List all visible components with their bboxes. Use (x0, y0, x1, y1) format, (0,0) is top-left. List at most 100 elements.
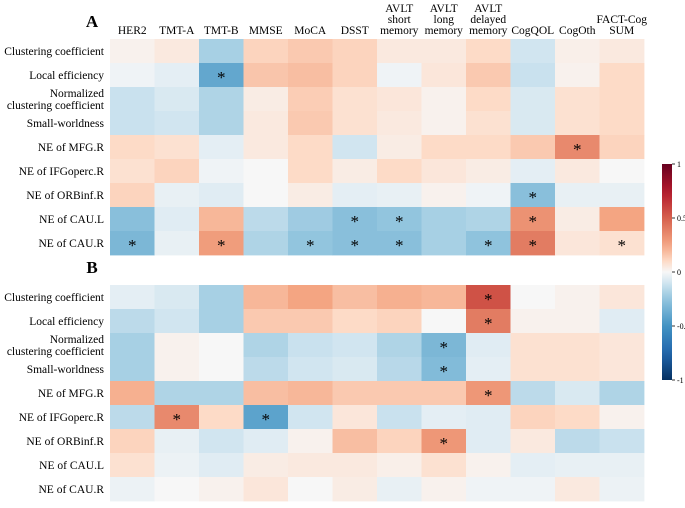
heatmap-cell (466, 207, 511, 232)
row-label: NE of ORBinf.R (26, 190, 104, 202)
heatmap-cell (377, 357, 422, 382)
heatmap-cell (599, 87, 645, 112)
heatmap-cell (466, 477, 511, 502)
heatmap-cell (599, 39, 645, 64)
significance-star: * (529, 212, 538, 231)
heatmap-cell (243, 231, 289, 256)
heatmap-cell (110, 207, 155, 232)
heatmap-cell (421, 357, 467, 382)
heatmap-cell (510, 159, 556, 184)
heatmap-cell (599, 453, 645, 478)
significance-star: * (262, 410, 271, 429)
heatmap-cell (555, 39, 600, 64)
heatmap-cell (599, 183, 645, 208)
heatmap-cell (199, 405, 244, 430)
heatmap-cell (199, 63, 244, 88)
heatmap-cell (421, 309, 467, 334)
heatmap-cell (377, 135, 422, 160)
heatmap-cell (421, 87, 467, 112)
heatmap-cell (110, 285, 155, 310)
heatmap-cell (243, 309, 289, 334)
row-label: Clustering coefficient (4, 46, 105, 58)
heatmap-cell (199, 309, 244, 334)
significance-star: * (573, 140, 582, 159)
heatmap-cell (154, 381, 200, 406)
heatmap-cell (466, 357, 511, 382)
row-label: Normalized clustering coefficient (7, 334, 105, 358)
heatmap-cell (510, 477, 556, 502)
heatmap-cell (599, 63, 645, 88)
row-label: NE of MFG.R (38, 142, 104, 154)
column-header: MMSE (249, 25, 283, 37)
heatmap-cell (377, 39, 422, 64)
heatmap-cell (110, 183, 155, 208)
heatmap-cell (288, 183, 333, 208)
heatmap-cell (466, 333, 511, 358)
heatmap-cell (510, 381, 556, 406)
heatmap-cell (288, 285, 333, 310)
heatmap-cell (110, 87, 155, 112)
heatmap-cell (377, 477, 422, 502)
significance-star: * (217, 236, 226, 255)
heatmap-cell (288, 357, 333, 382)
heatmap-cell (555, 309, 600, 334)
heatmap-cell (110, 477, 155, 502)
row-label: NE of CAU.R (39, 238, 105, 250)
heatmap-cell (599, 231, 645, 256)
heatmap-cell (332, 159, 378, 184)
heatmap-cell (510, 87, 556, 112)
heatmap-cell (510, 405, 556, 430)
heatmap-cell (466, 453, 511, 478)
heatmap-cell (555, 207, 600, 232)
heatmap-cell (110, 63, 155, 88)
heatmap-cell (377, 453, 422, 478)
heatmap-cell (154, 477, 200, 502)
heatmap-cell (199, 285, 244, 310)
heatmap-cell (332, 453, 378, 478)
heatmap-cell (599, 159, 645, 184)
heatmap-cell (555, 333, 600, 358)
heatmap-cell (243, 453, 289, 478)
heatmap-cell (154, 159, 200, 184)
heatmap-cell (154, 357, 200, 382)
row-label: Small-worldness (27, 118, 105, 130)
heatmap-cell (243, 87, 289, 112)
heatmap-cell (199, 381, 244, 406)
heatmap-cell (377, 111, 422, 136)
heatmap-cell (377, 63, 422, 88)
heatmap-cell (555, 159, 600, 184)
significance-star: * (395, 236, 404, 255)
heatmap-cell (243, 405, 289, 430)
heatmap-cell (243, 207, 289, 232)
heatmap-cell (421, 429, 467, 454)
heatmap-cell (154, 87, 200, 112)
heatmap-cell (243, 477, 289, 502)
row-label: NE of ORBinf.R (26, 436, 104, 448)
row-label: NE of CAU.R (39, 484, 105, 496)
row-label: NE of CAU.L (39, 460, 104, 472)
heatmap-cell (421, 285, 467, 310)
heatmap-cell (154, 135, 200, 160)
row-label: Small-worldness (27, 364, 105, 376)
heatmap-cell (377, 159, 422, 184)
heatmap-cell (288, 309, 333, 334)
heatmap-cell (243, 333, 289, 358)
heatmap-cell (288, 405, 333, 430)
heatmap-cell (421, 381, 467, 406)
heatmap-cell (332, 135, 378, 160)
heatmap-cell (243, 63, 289, 88)
panel-label: B (86, 258, 97, 277)
heatmap-cell (332, 285, 378, 310)
heatmap-cell (199, 183, 244, 208)
significance-star: * (440, 362, 449, 381)
heatmap-cell (466, 159, 511, 184)
heatmap-cell (377, 381, 422, 406)
column-header: AVLT long memory (425, 3, 464, 37)
colorbar-tick-label: -1 (677, 376, 684, 385)
heatmap-cell (377, 183, 422, 208)
heatmap-cell (377, 429, 422, 454)
heatmap-cell (110, 231, 155, 256)
heatmap-cell (555, 135, 600, 160)
colorbar-tick-label: -0.5 (677, 322, 685, 331)
heatmap-cell (421, 333, 467, 358)
